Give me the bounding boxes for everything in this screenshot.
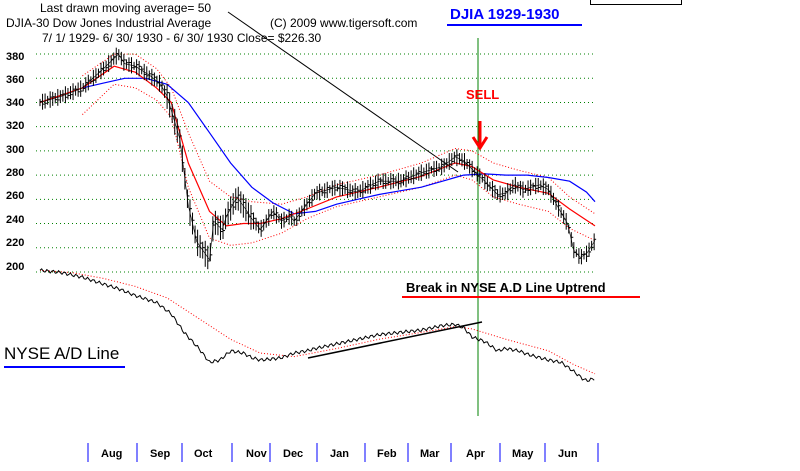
x-tick-label: Nov xyxy=(246,448,267,460)
x-tick-label: Aug xyxy=(101,448,123,460)
x-tick-label: Apr xyxy=(466,448,485,460)
ad-line xyxy=(39,268,595,382)
y-tick-label: 300 xyxy=(6,144,25,156)
x-tick-label: May xyxy=(512,448,534,460)
gridlines xyxy=(36,53,594,273)
y-tick-label: 260 xyxy=(6,190,25,202)
x-tick-label: Jan xyxy=(330,448,349,460)
y-tick-label: 220 xyxy=(6,237,25,249)
ma50-line xyxy=(82,77,596,215)
top-right-box xyxy=(590,0,682,5)
sell-label: SELL xyxy=(466,87,500,102)
lower-band-line xyxy=(82,83,596,246)
x-tick-label: Sep xyxy=(150,448,171,460)
copyright: (C) 2009 www.tigersoft.com xyxy=(270,16,418,30)
price-bars xyxy=(39,47,597,270)
upper-band-line xyxy=(82,53,596,215)
x-tick-label: Feb xyxy=(377,448,397,460)
date-range-close: 7/ 1/ 1929- 6/ 30/ 1930 - 6/ 30/ 1930 Cl… xyxy=(42,31,322,45)
x-axis-ticks xyxy=(87,443,599,462)
last-ma-pointer-line xyxy=(227,11,459,173)
y-tick-label: 200 xyxy=(6,261,25,273)
ad-line-panel xyxy=(39,268,596,382)
x-tick-label: Jun xyxy=(558,448,578,460)
y-tick-label: 380 xyxy=(6,51,25,63)
y-tick-label: 240 xyxy=(6,214,25,226)
sell-arrow xyxy=(471,121,489,151)
y-tick-label: 320 xyxy=(6,120,25,132)
y-tick-label: 360 xyxy=(6,74,25,86)
moving-average-note: Last drawn moving average= 50 xyxy=(40,1,212,15)
close-line xyxy=(39,53,596,261)
ad-ma-line xyxy=(39,269,596,375)
bands xyxy=(39,53,596,246)
y-tick-label: 280 xyxy=(6,167,25,179)
ad-trendline xyxy=(307,321,483,359)
ma-short-line xyxy=(39,65,596,227)
y-tick-label: 340 xyxy=(6,97,25,109)
index-name: DJIA-30 Dow Jones Industrial Average xyxy=(6,16,212,30)
break-label: Break in NYSE A.D Line Uptrend xyxy=(406,280,606,295)
x-tick-label: Oct xyxy=(194,448,213,460)
x-tick-label: Dec xyxy=(283,448,304,460)
ad-line-label: NYSE A/D Line xyxy=(4,344,120,363)
chart-title: DJIA 1929-1930 xyxy=(450,6,560,23)
x-tick-label: Mar xyxy=(420,448,440,460)
